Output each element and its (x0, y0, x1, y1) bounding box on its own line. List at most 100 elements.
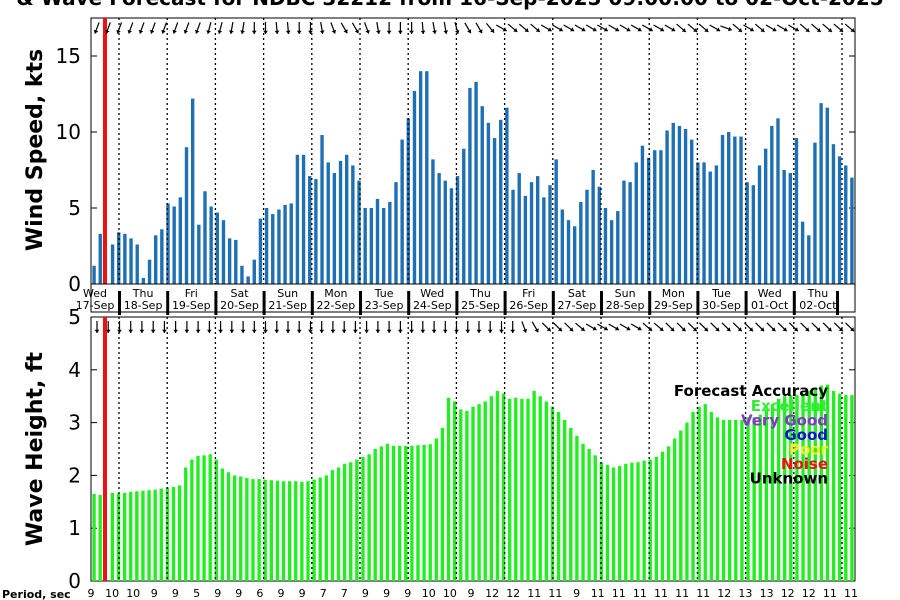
wave-bar (666, 446, 671, 581)
wind-arrow-head (386, 30, 392, 34)
period-value: 9 (151, 587, 158, 600)
wind-arrow-head (105, 29, 110, 34)
wave-arrow-head (499, 329, 504, 333)
wind-arrow-head (138, 29, 144, 34)
wind-arrow-head (827, 28, 832, 32)
wave-arrow-head (748, 327, 753, 332)
wave-bar (361, 456, 365, 581)
day-label-date: 17-Sep (76, 299, 115, 312)
day-label-strip: Wed17-SepThu18-SepFri19-SepSat20-SepSun2… (76, 283, 856, 315)
wave-panel: 0 1 2 3 4 5 (68, 305, 856, 593)
period-value: 11 (633, 587, 647, 600)
wind-arrow-head (319, 30, 325, 34)
wind-arrow-head (398, 30, 403, 34)
wind-bar (326, 162, 330, 284)
wind-ytick-label: 0 (68, 272, 81, 296)
wind-bar (388, 201, 392, 284)
wave-bar (220, 468, 225, 581)
wind-arrow-head (716, 27, 721, 32)
wind-arrow-head (749, 27, 754, 32)
wind-bar (591, 170, 595, 284)
wave-arrow-head (476, 329, 482, 333)
wave-bar (342, 463, 347, 581)
wave-arrow-head (522, 328, 528, 333)
wave-arrow-head (659, 327, 664, 331)
wind-bar (468, 87, 472, 284)
wind-bar (708, 171, 712, 284)
wave-bar (336, 467, 341, 581)
period-value: 10 (443, 587, 457, 600)
day-label-date: 30-Sep (702, 299, 741, 312)
wave-bar (789, 395, 793, 581)
wind-bar (141, 277, 146, 284)
wind-bar (135, 244, 139, 284)
wave-ytick-label: 3 (68, 411, 81, 435)
wave-bar (715, 417, 720, 581)
wind-bar (659, 150, 663, 284)
wave-bar (624, 463, 628, 581)
wave-arrow-head (615, 326, 619, 331)
wind-bar (234, 239, 238, 284)
day-label-date: 01-Oct (751, 299, 789, 312)
wind-arrow-head (432, 30, 437, 34)
wind-arrow-head (671, 27, 676, 32)
wave-bar (428, 444, 432, 581)
wave-bar (679, 430, 683, 581)
wind-arrow-head (409, 30, 414, 34)
wave-arrow-head (263, 329, 268, 333)
wind-bar (548, 185, 552, 284)
wind-bar (283, 204, 287, 284)
wave-bar (373, 449, 377, 581)
wave-bar (165, 487, 170, 581)
wave-bar (202, 455, 206, 581)
wave-bar (618, 465, 622, 581)
wave-arrow-head (557, 327, 562, 332)
wind-bar (628, 182, 632, 284)
day-separator (118, 291, 121, 315)
period-value: 9 (362, 587, 369, 600)
wind-bar (258, 218, 263, 284)
day-separator (166, 291, 170, 315)
day-strip-frame (90, 283, 856, 313)
wind-bar (123, 233, 127, 284)
wave-bar (813, 388, 817, 581)
wave-bar (532, 390, 536, 581)
wave-arrow-head (603, 326, 608, 331)
wave-bar (214, 459, 218, 581)
wind-arrow-head (626, 27, 631, 32)
wave-bar (691, 412, 695, 581)
wave-arrow-head (353, 329, 358, 333)
wind-arrow-head (637, 27, 642, 32)
wave-bar (330, 470, 335, 581)
wind-arrow-head (524, 28, 529, 32)
wave-bar (501, 393, 506, 581)
wave-bar (569, 427, 573, 581)
period-value: 11 (696, 587, 710, 600)
wind-bar (727, 132, 731, 284)
day-label-dow: Thu (807, 287, 829, 300)
wave-bar (171, 487, 176, 581)
wave-arrow-head (150, 329, 156, 333)
period-value: 11 (675, 587, 689, 600)
wave-bar (287, 481, 292, 581)
wave-ylabel: Wave Height, ft (23, 351, 48, 546)
wind-bar (289, 203, 293, 284)
wave-arrow-head (173, 329, 178, 333)
wave-bar (648, 459, 652, 581)
wave-bar (703, 404, 707, 581)
wind-arrow-head (535, 28, 540, 32)
wave-bar (556, 412, 561, 581)
day-label-dow: Wed (758, 287, 782, 300)
wind-arrow-head (490, 28, 495, 33)
period-value: 7 (341, 587, 348, 600)
day-label-dow: Fri (185, 287, 198, 300)
wind-arrow-head (274, 30, 280, 34)
wind-bar (819, 103, 823, 285)
wind-bar (110, 244, 115, 284)
wind-arrow-head (467, 29, 472, 34)
wind-bar (147, 259, 152, 284)
wind-bar (634, 162, 638, 284)
wind-arrow-head (850, 28, 855, 32)
wave-bar (122, 492, 127, 581)
